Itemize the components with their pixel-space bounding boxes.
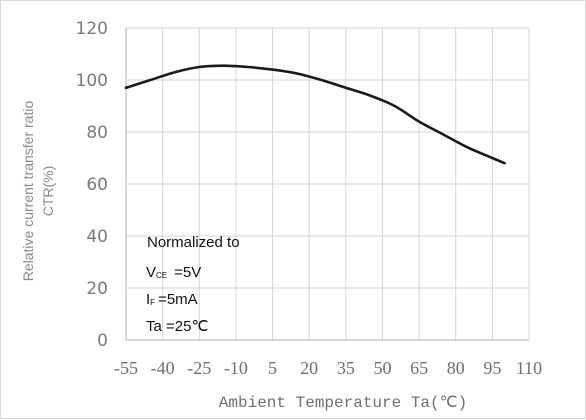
x-tick-label: 20: [300, 358, 318, 378]
y-tick-label: 100: [76, 71, 108, 91]
note-if-subscript: F: [150, 298, 155, 307]
y-axis-label-line2: CTR(%): [40, 166, 56, 217]
axes: [125, 28, 529, 341]
note-ta: Ta =25℃: [146, 318, 208, 335]
y-axis-label: Relative current transfer ratio CTR(%): [20, 101, 56, 282]
x-tick-label: -10: [224, 358, 248, 378]
note-if: IF =5mA: [146, 291, 198, 308]
note-vce-subscript: CE: [156, 271, 167, 280]
y-tick-label: 120: [76, 19, 108, 39]
x-tick-label: 50: [373, 358, 391, 378]
y-tick-labels: 0 20 40 60 80 100 120: [76, 19, 108, 351]
x-tick-labels: -55 -40 -25 -10 5 20 35 50 65 80 95 110: [114, 358, 542, 378]
series-group: [124, 64, 506, 165]
x-tick-label: -55: [114, 358, 138, 378]
grid-lines: [126, 27, 530, 340]
x-tick-label: 95: [483, 358, 501, 378]
x-tick-label: 5: [268, 358, 277, 378]
series-line-ctr: [124, 64, 506, 165]
note-normalized: Normalized to: [147, 234, 240, 251]
y-tick-label: 40: [86, 227, 108, 247]
note-vce-value: =5V: [174, 264, 201, 281]
y-tick-label: 0: [97, 331, 108, 351]
y-axis-label-line1: Relative current transfer ratio: [20, 101, 36, 282]
y-tick-label: 80: [86, 123, 108, 143]
note-vce-symbol: V: [146, 264, 156, 281]
x-tick-label: -40: [151, 358, 175, 378]
y-tick-label: 20: [86, 279, 108, 299]
x-axis-label: Ambient Temperature Ta(℃): [219, 394, 467, 412]
note-if-symbol: I: [146, 291, 150, 308]
y-tick-label: 60: [86, 175, 108, 195]
x-tick-label: 80: [447, 358, 465, 378]
note-vce: VCE =5V: [146, 264, 201, 281]
x-tick-label: 35: [337, 358, 355, 378]
x-tick-label: -25: [187, 358, 211, 378]
x-tick-label: 110: [516, 358, 542, 378]
normalization-note: Normalized to VCE =5V IF =5mA Ta =25℃: [146, 234, 240, 335]
note-if-value: =5mA: [158, 291, 198, 308]
x-tick-label: 65: [410, 358, 428, 378]
